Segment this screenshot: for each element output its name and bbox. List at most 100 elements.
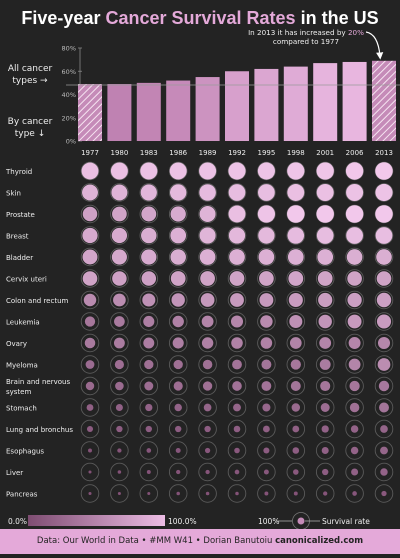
ring-marker (315, 290, 335, 310)
row-label: Prostate (6, 211, 35, 219)
survival-dot (293, 469, 299, 475)
footer: Data: Our World in Data • #MM W41 • Dori… (0, 529, 400, 554)
ring-marker (198, 161, 217, 181)
all-types-label-2: types → (12, 76, 48, 86)
survival-dot (289, 314, 303, 329)
survival-dot (228, 162, 246, 180)
ring-marker (315, 376, 335, 396)
ring-marker (80, 462, 100, 482)
ring-marker (227, 247, 247, 267)
ring-marker (374, 462, 394, 482)
legend-dot (297, 517, 305, 525)
ring-marker (168, 462, 188, 482)
ring-marker (227, 398, 247, 417)
row-label: Ovary (6, 340, 27, 348)
year-label: 1989 (199, 149, 217, 157)
survival-dot (232, 381, 242, 391)
ring-marker (198, 312, 217, 331)
survival-dot (258, 184, 275, 201)
y-tick-label: 20% (62, 114, 76, 122)
survival-dot (88, 448, 92, 453)
survival-dot (172, 337, 184, 349)
survival-dot (259, 293, 274, 307)
ring-marker (139, 204, 159, 224)
survival-dot (202, 381, 213, 391)
survival-dot (290, 381, 301, 391)
ring-marker (110, 333, 129, 353)
ring-marker (227, 441, 247, 460)
ring-marker (257, 161, 276, 181)
survival-dot (320, 380, 331, 392)
ring-marker (286, 247, 306, 267)
survival-dot (258, 249, 275, 265)
survival-dot (287, 249, 304, 265)
ring-marker (227, 376, 247, 396)
survival-dot (111, 184, 128, 201)
legend-ring-label: 100% (258, 517, 279, 526)
ring-marker (257, 484, 276, 503)
footer-site-link[interactable]: canonicalized.com (275, 536, 364, 546)
ring-marker (374, 376, 394, 396)
survival-dot (117, 470, 122, 474)
bar-1998 (283, 66, 308, 141)
ring-marker (286, 441, 306, 460)
survival-dot (376, 249, 392, 265)
survival-dot (287, 227, 305, 244)
survival-dot (232, 359, 242, 370)
survival-dot (173, 381, 183, 391)
survival-dot (317, 271, 333, 286)
survival-dot (289, 337, 302, 349)
ring-marker (110, 441, 129, 460)
ring-marker (139, 376, 159, 396)
survival-dot (142, 293, 156, 307)
year-label: 1977 (81, 149, 99, 157)
survival-dot (147, 491, 151, 496)
ring-marker (198, 462, 217, 482)
survival-dot (171, 293, 185, 307)
survival-dot (144, 359, 154, 370)
ring-marker (139, 247, 159, 267)
ring-marker (286, 204, 306, 224)
ring-marker (168, 355, 188, 374)
ring-marker (227, 355, 247, 374)
legend: 0.0% 100.0% 100% Survival rate (8, 512, 370, 530)
bar-1980 (107, 84, 132, 141)
ring-marker (168, 161, 188, 181)
survival-dot (144, 381, 154, 391)
ring-marker (110, 419, 129, 439)
ring-marker (227, 333, 247, 353)
row-label: Brain and nervous (6, 378, 70, 386)
survival-dot (287, 162, 305, 180)
ring-marker (168, 226, 188, 245)
ring-marker (110, 312, 129, 331)
survival-dot (176, 469, 181, 475)
survival-dot (349, 402, 360, 413)
survival-dot (258, 227, 275, 244)
ring-marker (286, 226, 306, 245)
ring-marker (345, 419, 364, 439)
survival-dot (316, 227, 334, 244)
ring-marker (286, 398, 306, 417)
ring-marker (110, 247, 129, 267)
survival-dot (205, 491, 210, 496)
bar-2006 (342, 61, 367, 142)
ring-marker (80, 226, 100, 245)
ring-marker (227, 290, 247, 310)
bar-1992 (225, 71, 249, 141)
survival-dot (350, 425, 359, 433)
ring-marker (345, 333, 364, 353)
survival-dot (172, 315, 184, 328)
survival-dot (82, 184, 98, 201)
ring-marker (257, 290, 276, 310)
ring-marker (168, 333, 188, 353)
survival-dot (292, 425, 300, 433)
survival-dot (262, 403, 271, 412)
ring-marker (374, 484, 394, 503)
survival-dot (199, 227, 216, 244)
survival-dot (200, 271, 215, 286)
ring-marker (374, 398, 394, 417)
ring-marker (345, 376, 364, 396)
ring-marker (286, 183, 306, 202)
survival-dot (115, 403, 123, 412)
ring-marker (286, 161, 306, 181)
